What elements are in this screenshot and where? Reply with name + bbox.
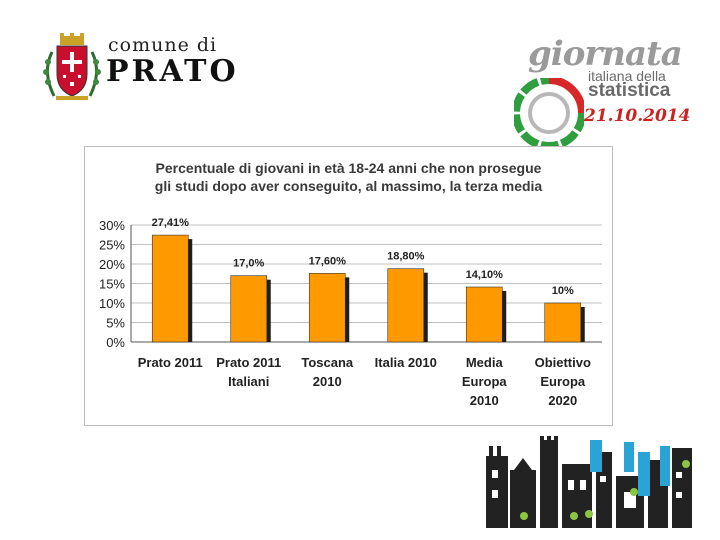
y-tick-label: 15% [99, 277, 125, 292]
bar [387, 268, 425, 343]
chart-panel: Percentuale di giovani in età 18-24 anni… [84, 146, 613, 426]
giornata-statistica-logo: giornata italiana della statistica 21.10… [510, 34, 690, 148]
bar [308, 273, 346, 343]
y-tick-label: 20% [99, 257, 125, 272]
logo-date: 21.10.2014 [584, 106, 691, 126]
y-tick-label: 5% [106, 316, 125, 331]
x-tick-label: 2010 [470, 393, 499, 408]
data-label: 17,60% [309, 255, 347, 267]
bar-chart: 0% 5% 10% 15% 20% 25% 30% 27,41% Prato 2011 17,0%… [99, 217, 602, 408]
logo-line-comune-di: comune di [108, 34, 218, 56]
logo-word-giornata: giornata [528, 34, 683, 74]
x-tick-label: Italia 2010 [375, 355, 437, 370]
data-label: 10% [552, 285, 574, 297]
bar [151, 234, 189, 343]
bar [230, 275, 268, 343]
bar [465, 286, 503, 343]
chart-title: Percentuale di giovani in età 18-24 anni… [85, 159, 612, 195]
city-skyline-illustration [486, 436, 692, 528]
y-tick-label: 25% [99, 238, 125, 253]
data-label: 17,0% [233, 258, 264, 270]
x-tick-label: 2010 [313, 374, 342, 389]
x-tick-label: Obiettivo [535, 355, 591, 370]
x-tick-label: Media [466, 355, 504, 370]
comune-di-prato-logo: comune di PRATO [40, 32, 260, 104]
y-tick-label: 10% [99, 296, 125, 311]
logo-word-statistica: statistica [588, 80, 671, 101]
x-tick-label: Prato 2011 [138, 355, 203, 370]
data-label: 27,41% [152, 217, 190, 229]
y-tick-label: 0% [106, 335, 125, 350]
logo-line-prato: PRATO [106, 54, 239, 89]
bar [544, 302, 582, 343]
prato-crest-icon [43, 33, 101, 100]
x-tick-label: Europa [540, 374, 586, 389]
chart-title-line-1: Percentuale di giovani in età 18-24 anni… [155, 160, 542, 176]
y-tick-label: 30% [99, 218, 125, 233]
x-tick-label: 2020 [548, 393, 577, 408]
statistics-wheel-icon [514, 78, 584, 148]
data-label: 18,80% [387, 251, 425, 263]
x-tick-label: Italiani [228, 374, 269, 389]
logo-word-italiana-della: italiana della [588, 68, 666, 84]
data-label: 14,10% [466, 269, 504, 281]
x-tick-label: Toscana [301, 355, 354, 370]
x-tick-label: Prato 2011 [216, 355, 281, 370]
chart-title-line-2: gli studi dopo aver conseguito, al massi… [154, 178, 543, 194]
x-tick-label: Europa [462, 374, 508, 389]
